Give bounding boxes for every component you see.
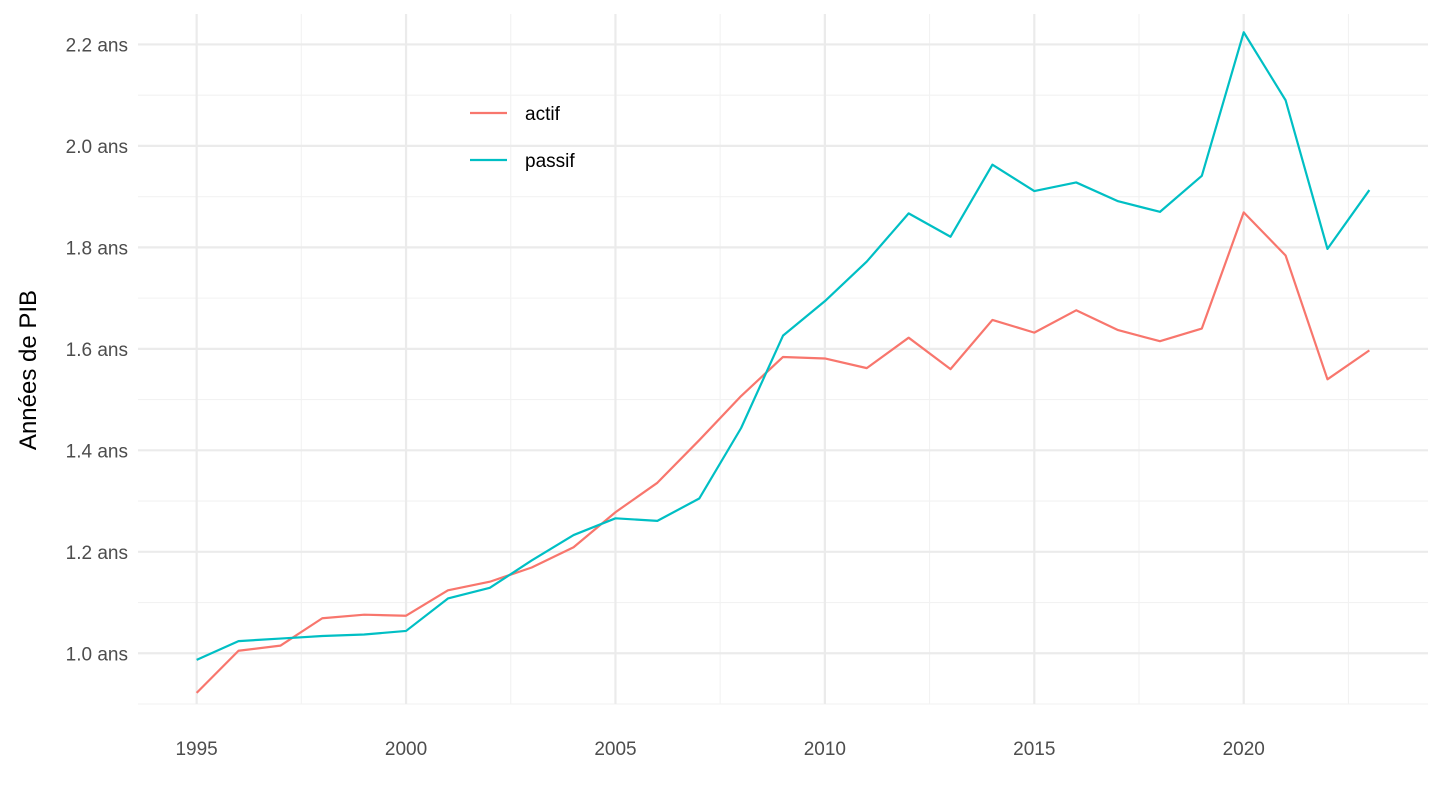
series-line-actif [195, 211, 1370, 694]
x-tick-label: 2010 [804, 739, 846, 760]
series-line-passif [196, 31, 1371, 661]
x-tick-label: 2020 [1223, 739, 1265, 760]
y-axis-title: Années de PIB [15, 290, 42, 450]
y-tick-label: 1.4 ans [66, 441, 128, 462]
y-tick-label: 1.0 ans [66, 644, 128, 665]
y-tick-label: 2.0 ans [66, 137, 128, 158]
y-tick-label: 1.6 ans [66, 340, 128, 361]
x-tick-label: 2005 [594, 739, 636, 760]
series-lines [195, 31, 1371, 694]
y-tick-label: 1.2 ans [66, 543, 128, 564]
y-axis-tick-labels: 1.0 ans 1.2 ans 1.4 ans 1.6 ans 1.8 ans 2.0 a… [66, 35, 128, 665]
x-tick-label: 1995 [175, 739, 217, 760]
x-tick-label: 2000 [385, 739, 427, 760]
legend-label-passif: passif [525, 151, 575, 172]
legend-label-actif: actif [525, 104, 561, 125]
x-tick-label: 2015 [1013, 739, 1055, 760]
y-tick-label: 2.2 ans [66, 35, 128, 56]
x-axis-tick-labels: 1995 2000 2005 2010 2015 2020 [175, 739, 1264, 760]
grid [138, 14, 1428, 705]
y-tick-label: 1.8 ans [66, 238, 128, 259]
legend: actif passif [470, 104, 575, 172]
